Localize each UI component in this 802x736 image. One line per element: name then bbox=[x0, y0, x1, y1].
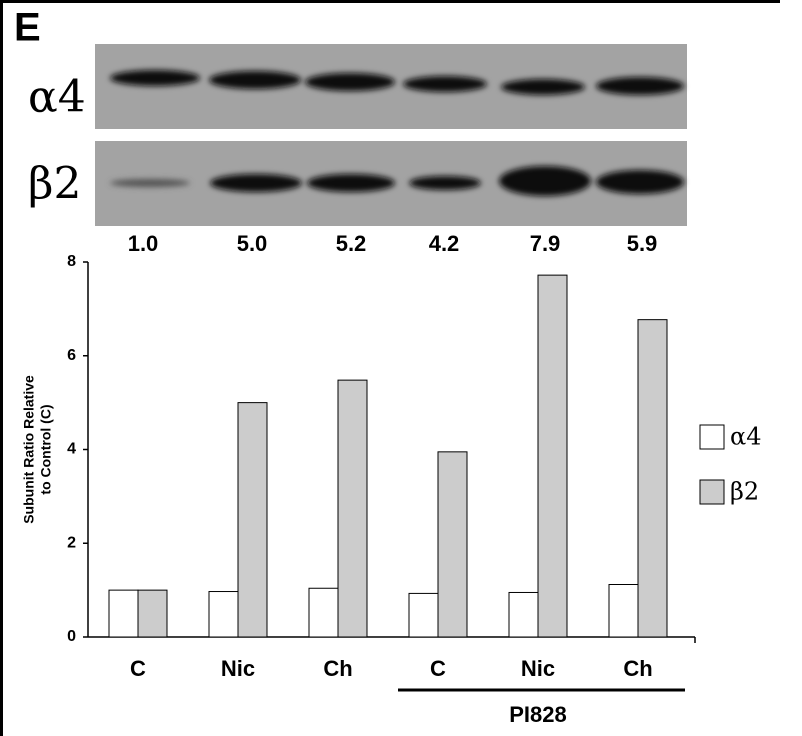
y-axis-label: to Control (C) bbox=[38, 404, 54, 494]
bar bbox=[208, 591, 239, 638]
legend-label: β2 bbox=[730, 478, 759, 506]
bar bbox=[437, 451, 468, 638]
x-tick-label: C bbox=[130, 656, 146, 681]
panel-label: E bbox=[14, 6, 41, 50]
bar bbox=[608, 584, 639, 638]
y-tick-label: 8 bbox=[67, 253, 76, 270]
y-tick-label: 2 bbox=[67, 534, 76, 551]
blot-strip bbox=[95, 44, 687, 129]
legend-label: α4 bbox=[730, 423, 761, 451]
bar bbox=[637, 319, 668, 638]
blot-ratio: 1.0 bbox=[128, 231, 159, 256]
blot: α4 β2 bbox=[28, 44, 687, 226]
blot-ratio: 5.9 bbox=[627, 231, 658, 256]
blot-ratio: 4.2 bbox=[429, 231, 460, 256]
x-tick-label: Nic bbox=[521, 656, 555, 681]
legend-swatch bbox=[699, 424, 725, 450]
bar bbox=[408, 592, 439, 638]
x-tick-label: Ch bbox=[323, 656, 352, 681]
y-tick-label: 0 bbox=[67, 628, 76, 645]
blot-row-label: α4 bbox=[28, 72, 86, 123]
x-tick-label: Nic bbox=[221, 656, 255, 681]
legend-swatch bbox=[699, 479, 725, 505]
bar bbox=[237, 402, 268, 638]
group-label: PI828 bbox=[509, 702, 567, 727]
blot-ratio: 5.2 bbox=[336, 231, 367, 256]
bar bbox=[508, 591, 539, 638]
bands bbox=[110, 70, 684, 196]
blot-row-label: β2 bbox=[28, 159, 81, 210]
bar bbox=[137, 589, 168, 638]
x-tick-label: Ch bbox=[623, 656, 652, 681]
y-tick-label: 6 bbox=[67, 347, 76, 364]
bar bbox=[537, 274, 568, 638]
bar bbox=[337, 379, 368, 638]
frame bbox=[0, 0, 780, 736]
y-tick-label: 4 bbox=[67, 441, 76, 458]
blot-ratio: 5.0 bbox=[237, 231, 268, 256]
blot-ratio: 7.9 bbox=[530, 231, 561, 256]
x-tick-label: C bbox=[430, 656, 446, 681]
bar bbox=[308, 587, 339, 638]
bar bbox=[108, 589, 139, 638]
y-axis-label: Subunit Ratio Relative bbox=[21, 375, 37, 524]
